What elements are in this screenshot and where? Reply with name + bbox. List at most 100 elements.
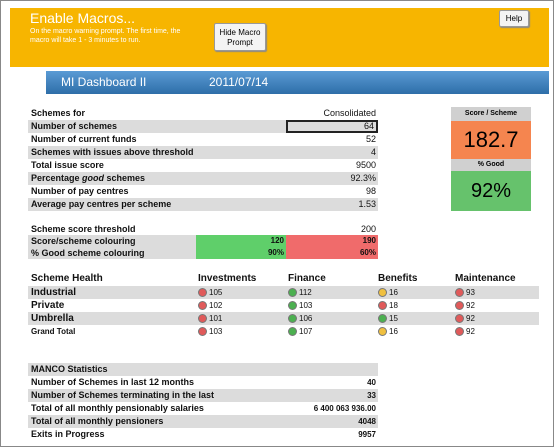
table-row <box>28 146 378 159</box>
row-value: 6 400 063 936.00 <box>313 404 376 413</box>
label-part: Average pay centres per scheme <box>31 199 172 209</box>
row-label: Number of Schemes terminating in the las… <box>31 390 215 400</box>
row-value: 40 <box>367 378 376 387</box>
banner-title: Enable Macros... <box>30 10 136 26</box>
status-dot <box>378 327 387 336</box>
status-dot <box>455 288 464 297</box>
status-dot <box>455 327 464 336</box>
row-label: Umbrella <box>31 313 74 324</box>
bad-threshold: 190 <box>286 235 378 247</box>
row-value: 4048 <box>358 417 376 426</box>
column-header: Finance <box>288 273 326 284</box>
status-value: 92 <box>466 301 475 310</box>
status-dot <box>198 327 207 336</box>
table-row <box>28 198 378 211</box>
label-part: Number of pay centres <box>31 186 129 196</box>
row-label: Exits in Progress <box>31 429 105 439</box>
status-dot <box>198 301 207 310</box>
banner-subtitle: On the macro warning prompt. The first t… <box>30 28 181 44</box>
help-button[interactable]: Help <box>499 10 529 27</box>
status-value: 18 <box>389 301 398 310</box>
good-value: 92% <box>451 171 531 211</box>
status-value: 103 <box>299 301 313 310</box>
row-label: Grand Total <box>31 327 76 336</box>
row-value: 9500 <box>355 160 376 170</box>
status-dot <box>378 314 387 323</box>
good-title: % Good <box>451 159 531 171</box>
table-row <box>28 235 196 247</box>
row-value: 98 <box>365 186 376 196</box>
row-label: Schemes for <box>31 107 85 120</box>
row-label: Total of all monthly pensionably salarie… <box>31 403 204 413</box>
label-part: good <box>82 173 105 183</box>
column-header: Maintenance <box>455 273 516 284</box>
column-header: Benefits <box>378 273 418 284</box>
label-part: Schemes for <box>31 108 86 118</box>
row-label: Industrial <box>31 287 77 298</box>
table-row <box>28 325 539 338</box>
table-row <box>28 133 378 146</box>
status-dot <box>455 301 464 310</box>
macro-banner <box>10 8 549 67</box>
status-value: 102 <box>209 301 223 310</box>
status-value: 92 <box>466 327 475 336</box>
header-bar <box>46 71 549 94</box>
row-label: Percentage good schemes <box>31 172 145 185</box>
status-dot <box>288 301 297 310</box>
good-threshold: 90% <box>196 247 286 259</box>
row-label: Total of all monthly pensioners <box>31 416 164 426</box>
table-row <box>28 159 378 172</box>
good-threshold: 120 <box>196 235 286 247</box>
table-row <box>28 223 196 235</box>
row-value: Consolidated <box>323 108 376 118</box>
status-value: 106 <box>299 314 313 323</box>
row-value: 9957 <box>358 430 376 439</box>
label-part: Number of schemes <box>31 121 118 131</box>
row-label: Number of pay centres <box>31 185 129 198</box>
label-part: Percentage <box>31 173 83 183</box>
row-label: % Good scheme colouring <box>31 248 145 258</box>
table-row <box>28 363 378 376</box>
status-dot <box>198 314 207 323</box>
table-row <box>28 402 378 415</box>
hide-macro-button[interactable]: Hide Macro Prompt <box>214 23 266 51</box>
label-part: Schemes with issues above threshold <box>31 147 194 157</box>
status-value: 112 <box>299 288 312 297</box>
row-label: Schemes with issues above threshold <box>31 146 194 159</box>
table-row <box>28 428 378 441</box>
row-label: Scheme score threshold <box>31 224 136 234</box>
row-value: 64 <box>286 120 378 133</box>
row-label: Number of schemes <box>31 120 117 133</box>
status-value: 107 <box>299 327 313 336</box>
status-dot <box>378 288 387 297</box>
row-label: Score/scheme colouring <box>31 236 136 246</box>
status-dot <box>288 288 297 297</box>
status-dot <box>198 288 207 297</box>
row-label: Number of current funds <box>31 133 137 146</box>
table-row <box>28 120 378 133</box>
label-part: Number of current funds <box>31 134 137 144</box>
status-value: 15 <box>389 314 398 323</box>
row-label: Number of Schemes in last 12 months <box>31 377 195 387</box>
score-value: 182.7 <box>451 121 531 159</box>
score-title: Score / Scheme <box>451 107 531 121</box>
column-header: Scheme Health <box>31 273 103 284</box>
label-part: Total issue score <box>31 160 104 170</box>
table-row <box>28 415 378 428</box>
status-value: 92 <box>466 314 475 323</box>
status-value: 93 <box>466 288 475 297</box>
status-value: 101 <box>209 314 223 323</box>
table-row <box>28 185 378 198</box>
status-value: 105 <box>209 288 223 297</box>
table-row <box>28 389 378 402</box>
status-dot <box>288 314 297 323</box>
table-row <box>28 286 539 299</box>
header-title: MI Dashboard II <box>61 75 147 89</box>
table-row <box>28 107 378 120</box>
row-value: 33 <box>367 391 376 400</box>
status-dot <box>455 314 464 323</box>
row-value: 1.53 <box>358 199 376 209</box>
table-row <box>28 247 196 259</box>
table-row <box>28 172 378 185</box>
